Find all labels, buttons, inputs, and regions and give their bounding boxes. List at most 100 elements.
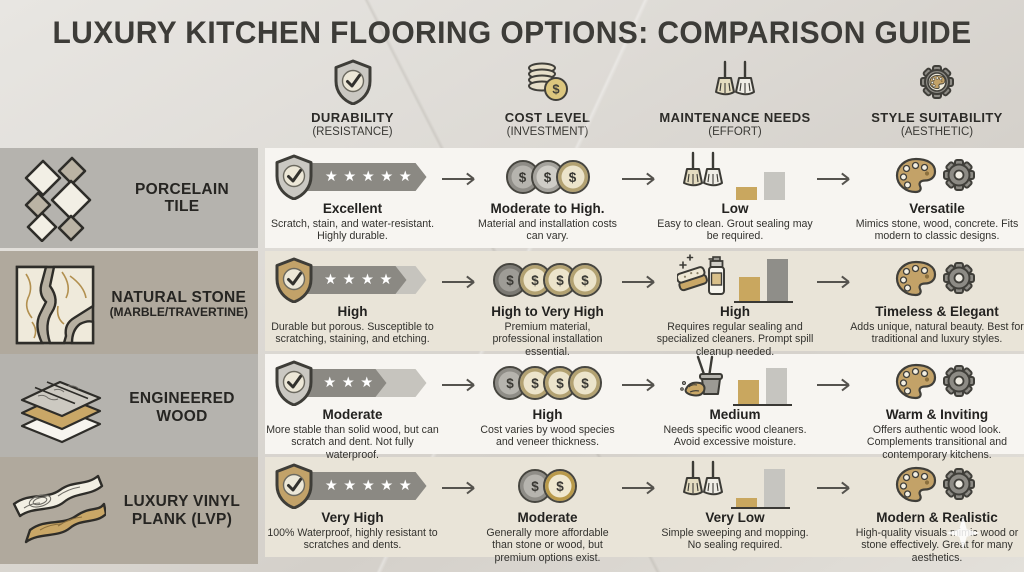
header-spacer xyxy=(0,56,265,142)
durability-rating-graphic: ★★★★★ xyxy=(273,154,433,201)
column-label: MAINTENANCE NEEDS xyxy=(659,110,811,125)
maintenance-desc: Simple sweeping and mopping. No sealing … xyxy=(661,527,809,552)
style-rating: Versatile xyxy=(909,201,965,216)
coins-stack-icon: $ xyxy=(525,56,571,108)
star-rating-icon: ★★★★ xyxy=(324,272,398,288)
style-cell: Versatile Mimics stone, wood, concrete. … xyxy=(850,148,1024,248)
tan-shield-icon xyxy=(273,257,315,308)
table-row: NATURAL STONE (MARBLE/TRAVERTINE) ★★★★ H… xyxy=(0,251,1024,359)
flow-arrow-icon xyxy=(620,251,655,358)
durability-cell: ★★★ Moderate More stable than solid wood… xyxy=(265,354,440,461)
cost-coins-icon: $ $ $ xyxy=(505,160,590,194)
flow-arrow-icon xyxy=(440,148,475,248)
flow-arrow-icon xyxy=(815,148,850,248)
palette-gear-icon xyxy=(895,255,979,306)
cost-desc: Material and installation costs can vary… xyxy=(478,218,617,243)
durability-cell: ★★★★★ Very High 100% Waterproof, highly … xyxy=(265,457,440,564)
maintenance-bar xyxy=(764,469,785,507)
porcelain-tile-icon xyxy=(0,154,116,242)
cost-cell: $ $ $ Moderate to High. Material and insta… xyxy=(475,148,620,248)
rows: PORCELAIN TILE ★★★★★ Excellent Scratch, … xyxy=(0,148,1024,565)
row-subname: (MARBLE/TRAVERTINE) xyxy=(109,305,248,320)
cost-cell: $ $ Moderate Generally more affordable th… xyxy=(475,457,620,564)
row-name: PORCELAIN TILE xyxy=(135,180,229,215)
cost-coins-icon: $ $ xyxy=(518,469,577,503)
palette-gear-icon xyxy=(895,461,979,512)
maintenance-rating: Very Low xyxy=(705,510,765,525)
flow-arrow-icon xyxy=(620,457,655,564)
maintenance-bar xyxy=(764,172,785,200)
star-rating-icon: ★★★★★ xyxy=(324,169,418,185)
header-gap xyxy=(440,56,475,142)
column-label: COST LEVEL xyxy=(504,110,591,125)
row-label: LUXURY VINYL PLANK (LVP) xyxy=(0,457,258,565)
column-label: STYLE SUITABILITY xyxy=(871,110,1003,125)
maintenance-bar-chart xyxy=(734,259,793,303)
maintenance-desc: Needs specific wood cleaners. Avoid exce… xyxy=(663,424,807,449)
coin-cream-icon: $ xyxy=(568,263,602,297)
maintenance-desc: Requires regular sealing and specialized… xyxy=(656,321,814,358)
durability-desc: Scratch, stain, and water-resistant. Hig… xyxy=(270,218,435,243)
brooms-icon xyxy=(680,151,726,200)
cost-coins-icon: $ $ $ $ xyxy=(493,366,602,400)
maintenance-rating: Low xyxy=(721,201,749,216)
durability-rating-graphic: ★★★ xyxy=(273,360,433,407)
durability-rating-graphic: ★★★★★ xyxy=(273,463,433,510)
flow-arrow-icon xyxy=(815,251,850,358)
durability-desc: More stable than solid wood, but can scr… xyxy=(266,424,439,461)
header-gap xyxy=(620,56,655,142)
sponge-spray-icon xyxy=(675,252,729,303)
row-label: NATURAL STONE (MARBLE/TRAVERTINE) xyxy=(0,251,258,359)
row-name: NATURAL STONE xyxy=(111,289,247,307)
style-rating: Modern & Realistic xyxy=(876,510,998,525)
vinyl-planks-icon xyxy=(0,468,116,554)
durability-rating: High xyxy=(337,304,368,319)
flow-arrow-icon xyxy=(815,354,850,461)
maintenance-cell: Very Low Simple sweeping and mopping. No… xyxy=(655,457,815,564)
rating-banner: ★★★★★ xyxy=(299,163,427,191)
brooms-icon xyxy=(712,56,758,108)
stone-tile-icon xyxy=(0,262,110,348)
brooms-icon xyxy=(680,460,726,509)
tan-shield-icon xyxy=(273,463,315,514)
palette-gear-icon xyxy=(895,152,979,203)
cost-rating: High xyxy=(532,407,563,422)
cost-rating: Moderate xyxy=(517,510,578,525)
row-name: LUXURY VINYL PLANK (LVP) xyxy=(123,493,241,528)
maintenance-rating: High xyxy=(720,304,750,319)
table-row: ENGINEERED WOOD ★★★ Moderate More stable… xyxy=(0,354,1024,462)
cost-desc: Generally more affordable than stone or … xyxy=(486,527,609,564)
cost-rating: High to Very High xyxy=(491,304,604,319)
table-row: LUXURY VINYL PLANK (LVP) ★★★★★ Very High… xyxy=(0,457,1024,565)
label-gap xyxy=(258,148,265,248)
style-rating: Timeless & Elegant xyxy=(875,304,999,319)
maintenance-desc: Easy to clean. Grout sealing may be requ… xyxy=(657,218,813,243)
maintenance-bar-chart xyxy=(731,469,790,509)
maintenance-bar-chart xyxy=(733,368,792,406)
cost-cell: $ $ $ $ High Cost varies by wood species an… xyxy=(475,354,620,461)
label-gap xyxy=(258,457,265,564)
style-desc: Mimics stone, wood, concrete. Fits moder… xyxy=(855,218,1019,243)
style-cell: Warm & Inviting Offers authentic wood lo… xyxy=(850,354,1024,461)
gray-shield-icon xyxy=(273,154,315,205)
column-header-style: STYLE SUITABILITY (AESTHETIC) xyxy=(850,56,1024,142)
flow-arrow-icon xyxy=(815,457,850,564)
svg-text:$: $ xyxy=(552,82,560,97)
style-rating: Warm & Inviting xyxy=(885,407,989,422)
palette-gear-icon xyxy=(895,358,979,409)
maintenance-bar-chart xyxy=(731,172,790,200)
row-label: ENGINEERED WOOD xyxy=(0,354,258,462)
row-name: ENGINEERED WOOD xyxy=(129,390,235,425)
column-sublabel: (RESISTANCE) xyxy=(312,126,393,138)
maintenance-cell: Low Easy to clean. Grout sealing may be … xyxy=(655,148,815,248)
column-header-cost: $ COST LEVEL (INVESTMENT) xyxy=(475,56,620,142)
maintenance-rating: Medium xyxy=(709,407,761,422)
label-gap xyxy=(258,251,265,358)
header-gap xyxy=(815,56,850,142)
mop-bucket-icon xyxy=(678,355,728,406)
maintenance-bar xyxy=(738,380,759,404)
coin-cream-icon: $ xyxy=(568,366,602,400)
column-header-durability: DURABILITY (RESISTANCE) xyxy=(265,56,440,142)
durability-rating: Excellent xyxy=(322,201,383,216)
